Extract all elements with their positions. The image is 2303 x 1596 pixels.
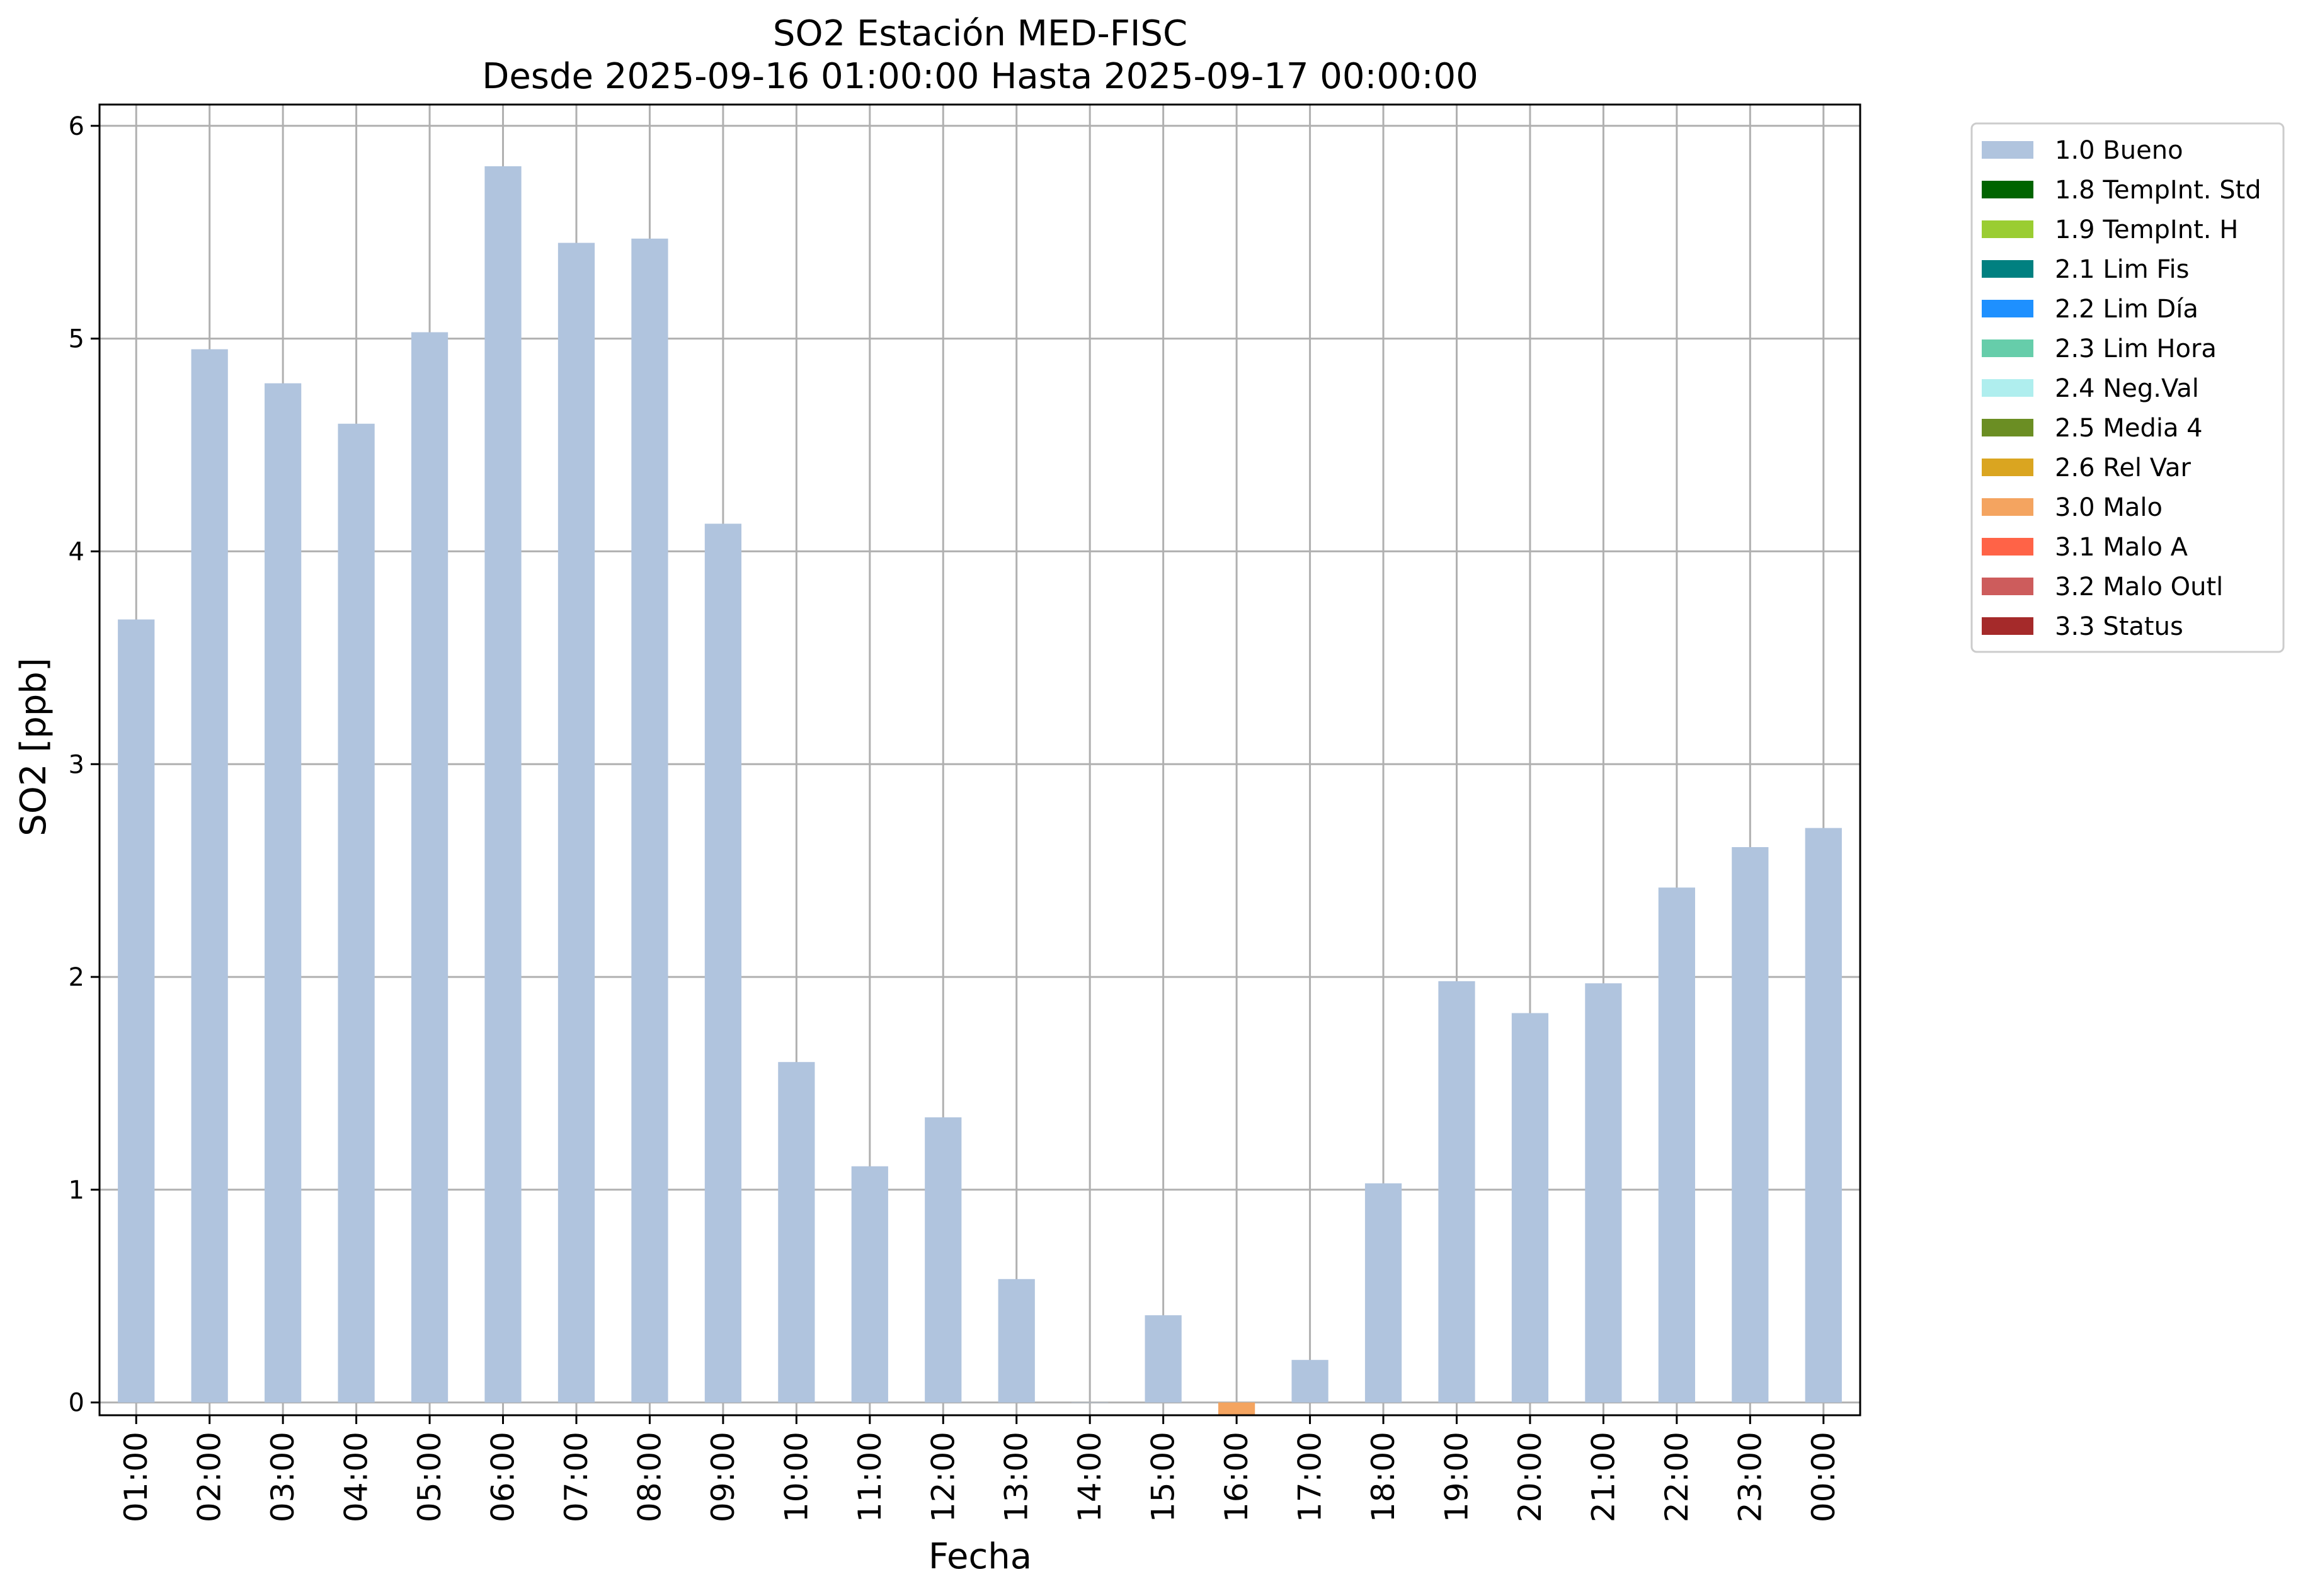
x-tick-label: 11:00 [852,1432,888,1522]
bar-2200 [1658,887,1695,1403]
x-tick-label: 00:00 [1805,1432,1842,1522]
bar-0000 [1805,828,1842,1403]
bar-2300 [1732,847,1769,1403]
x-tick-label: 05:00 [411,1432,448,1522]
x-tick-label: 13:00 [998,1432,1035,1522]
bar-1100 [851,1166,888,1403]
y-tick-label: 0 [69,1389,84,1418]
legend-swatch [1982,260,2033,278]
legend-swatch [1982,617,2033,635]
legend-items: 1.0 Bueno 1.8 TempInt. Std 1.9 TempInt. H 2… [1982,136,2261,641]
x-tick-label: 07:00 [558,1432,595,1522]
y-axis-label: SO2 [ppb] [13,658,54,836]
bar-2100 [1585,983,1622,1403]
bar-0400 [338,423,375,1403]
x-tick-label: 16:00 [1218,1432,1255,1522]
x-tick-label: 03:00 [265,1432,301,1522]
legend-swatch [1982,578,2033,595]
x-axis-label: Fecha [929,1536,1032,1577]
chart-title: SO2 Estación MED-FISC [773,13,1187,54]
legend-swatch [1982,339,2033,357]
y-axis-ticks: 0 1 2 3 4 5 6 [69,112,100,1418]
legend-swatch [1982,498,2033,516]
x-tick-label: 22:00 [1659,1432,1695,1522]
bar-1000 [778,1062,815,1403]
legend-label: 2.2 Lim Día [2055,295,2198,324]
bar-1800 [1364,1183,1402,1403]
bar-1500 [1145,1315,1182,1403]
legend-swatch [1982,300,2033,317]
legend-swatch [1982,141,2033,159]
legend-label: 3.1 Malo A [2055,533,2188,562]
legend-swatch [1982,220,2033,238]
bar-0300 [265,383,302,1403]
legend-label: 3.2 Malo Outl [2055,573,2223,601]
bar-1200 [925,1117,962,1403]
x-tick-label: 06:00 [485,1432,522,1522]
x-tick-label: 21:00 [1585,1432,1621,1522]
legend: 1.0 Bueno 1.8 TempInt. Std 1.9 TempInt. H 2… [1970,122,2285,653]
x-tick-label: 19:00 [1438,1432,1475,1522]
x-tick-label: 02:00 [191,1432,228,1522]
legend-swatch [1982,538,2033,556]
legend-box [1970,122,2285,653]
legend-label: 1.0 Bueno [2055,136,2183,165]
legend-label: 2.3 Lim Hora [2055,334,2217,363]
legend-label: 1.8 TempInt. Std [2055,176,2261,205]
x-tick-label: 12:00 [925,1432,961,1522]
bar-0700 [557,242,595,1403]
bar-0900 [704,523,742,1403]
legend-label: 1.9 TempInt. H [2055,215,2238,244]
bar-0100 [118,619,155,1403]
legend-label: 3.0 Malo [2055,493,2163,522]
legend-swatch [1982,459,2033,476]
y-tick-label: 3 [69,750,84,779]
x-tick-label: 09:00 [705,1432,741,1522]
y-tick-label: 1 [69,1176,84,1205]
y-tick-label: 4 [69,537,84,566]
bars [118,166,1842,1415]
x-tick-label: 10:00 [778,1432,814,1522]
bar-0800 [631,238,668,1403]
legend-label: 2.1 Lim Fis [2055,255,2189,284]
legend-label: 2.6 Rel Var [2055,453,2192,482]
bar-0600 [484,166,522,1403]
plot-frame [98,103,1861,1416]
x-axis-ticks: 01:00 02:00 03:00 04:00 05:00 06:00 07:00 08:00… [118,1415,1842,1522]
x-tick-label: 20:00 [1512,1432,1548,1522]
legend-swatch [1982,379,2033,397]
x-tick-label: 18:00 [1365,1432,1402,1522]
bar-1300 [998,1279,1035,1403]
legend-label: 2.4 Neg.Val [2055,374,2199,403]
legend-swatch [1982,181,2033,198]
x-tick-label: 14:00 [1071,1432,1108,1522]
bar-0500 [411,332,449,1403]
bar-0200 [191,349,228,1403]
y-tick-label: 2 [69,963,84,992]
x-tick-label: 23:00 [1732,1432,1768,1522]
legend-label: 3.3 Status [2055,612,2183,641]
bar-1700 [1291,1360,1329,1403]
y-tick-label: 5 [69,325,84,354]
legend-swatch [1982,419,2033,436]
legend-label: 2.5 Media 4 [2055,414,2203,443]
chart-subtitle: Desde 2025-09-16 01:00:00 Hasta 2025-09-… [482,56,1478,97]
bar-1900 [1438,981,1475,1403]
x-tick-label: 15:00 [1145,1432,1182,1522]
x-tick-label: 01:00 [118,1432,154,1522]
y-tick-label: 6 [69,112,84,141]
bar-2000 [1511,1013,1549,1403]
x-tick-label: 08:00 [631,1432,668,1522]
bar-1600 [1218,1402,1255,1415]
x-tick-label: 17:00 [1292,1432,1329,1522]
x-tick-label: 04:00 [338,1432,375,1522]
